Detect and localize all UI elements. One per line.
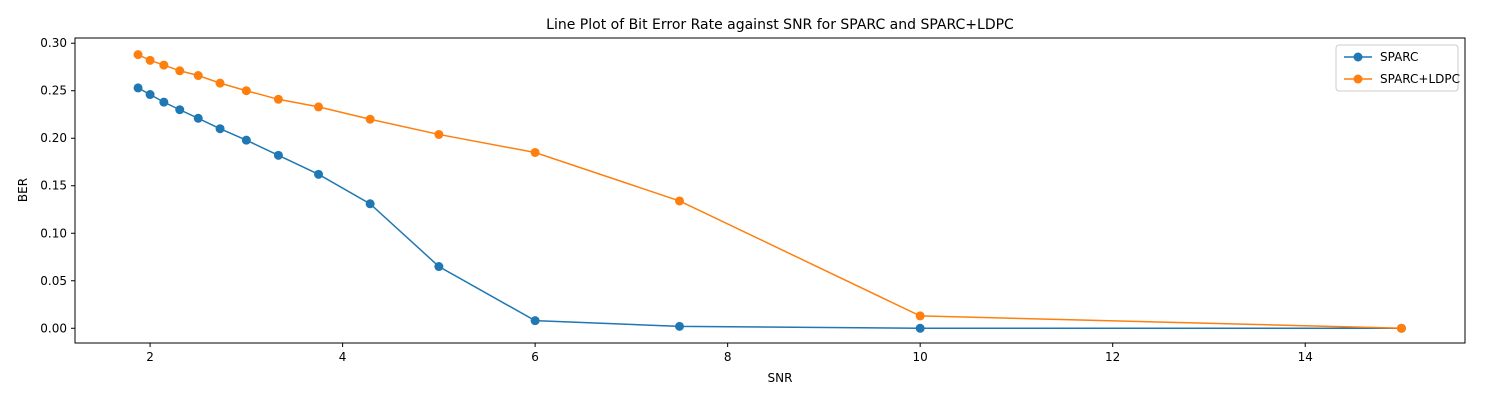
- data-point: [273, 150, 283, 160]
- series-sparc: [133, 83, 1406, 333]
- x-axis-ticks: 2 4 6 8 10 12 14: [146, 343, 1313, 364]
- data-point: [159, 60, 169, 70]
- legend-item: SPARC+LDPC: [1344, 72, 1460, 86]
- y-axis-label: BER: [16, 178, 30, 202]
- y-tick-label: 0.30: [40, 36, 67, 50]
- data-point: [159, 97, 169, 107]
- y-tick-label: 0.00: [40, 321, 67, 335]
- chart-title: Line Plot of Bit Error Rate against SNR …: [546, 17, 1014, 33]
- y-tick-label: 0.20: [40, 131, 67, 145]
- data-point: [314, 169, 324, 179]
- data-point: [215, 124, 225, 134]
- data-point: [530, 147, 540, 157]
- legend-item: SPARC: [1344, 50, 1418, 64]
- legend: SPARC SPARC+LDPC: [1335, 44, 1460, 92]
- data-point: [215, 78, 225, 88]
- series-sparc-ldpc: [133, 50, 1406, 333]
- data-point: [434, 129, 444, 139]
- y-axis-ticks: 0.00 0.05 0.10 0.15 0.20 0.25 0.30: [40, 36, 75, 335]
- data-point: [241, 135, 251, 145]
- data-point: [675, 321, 685, 331]
- data-point: [175, 105, 185, 115]
- data-point: [530, 316, 540, 326]
- data-point: [675, 196, 685, 206]
- data-point: [915, 323, 925, 333]
- series-layer: [133, 50, 1406, 333]
- x-tick-label: 6: [531, 350, 539, 364]
- x-axis-label: SNR: [768, 371, 793, 385]
- data-point: [365, 199, 375, 209]
- x-tick-label: 14: [1298, 350, 1313, 364]
- data-point: [175, 66, 185, 76]
- y-tick-label: 0.10: [40, 226, 67, 240]
- data-point: [133, 50, 143, 60]
- legend-label: SPARC: [1380, 50, 1418, 64]
- data-point: [365, 114, 375, 124]
- data-point: [193, 71, 203, 81]
- data-point: [241, 86, 251, 96]
- data-point: [1396, 323, 1406, 333]
- x-tick-label: 4: [339, 350, 347, 364]
- y-tick-label: 0.05: [40, 274, 67, 288]
- x-tick-label: 8: [724, 350, 732, 364]
- legend-label: SPARC+LDPC: [1380, 72, 1460, 86]
- x-tick-label: 2: [146, 350, 154, 364]
- data-point: [434, 262, 444, 272]
- data-point: [314, 102, 324, 112]
- y-tick-label: 0.25: [40, 84, 67, 98]
- series-line: [137, 87, 1402, 330]
- data-point: [145, 55, 155, 65]
- data-point: [273, 94, 283, 104]
- x-tick-label: 10: [913, 350, 928, 364]
- data-point: [193, 113, 203, 123]
- data-point: [915, 311, 925, 321]
- legend-marker: [1353, 74, 1363, 84]
- data-point: [145, 90, 155, 100]
- x-tick-label: 12: [1105, 350, 1120, 364]
- series-line: [137, 53, 1402, 330]
- plot-frame: [74, 37, 1466, 344]
- data-point: [133, 83, 143, 93]
- y-tick-label: 0.15: [40, 179, 67, 193]
- legend-marker: [1353, 52, 1363, 62]
